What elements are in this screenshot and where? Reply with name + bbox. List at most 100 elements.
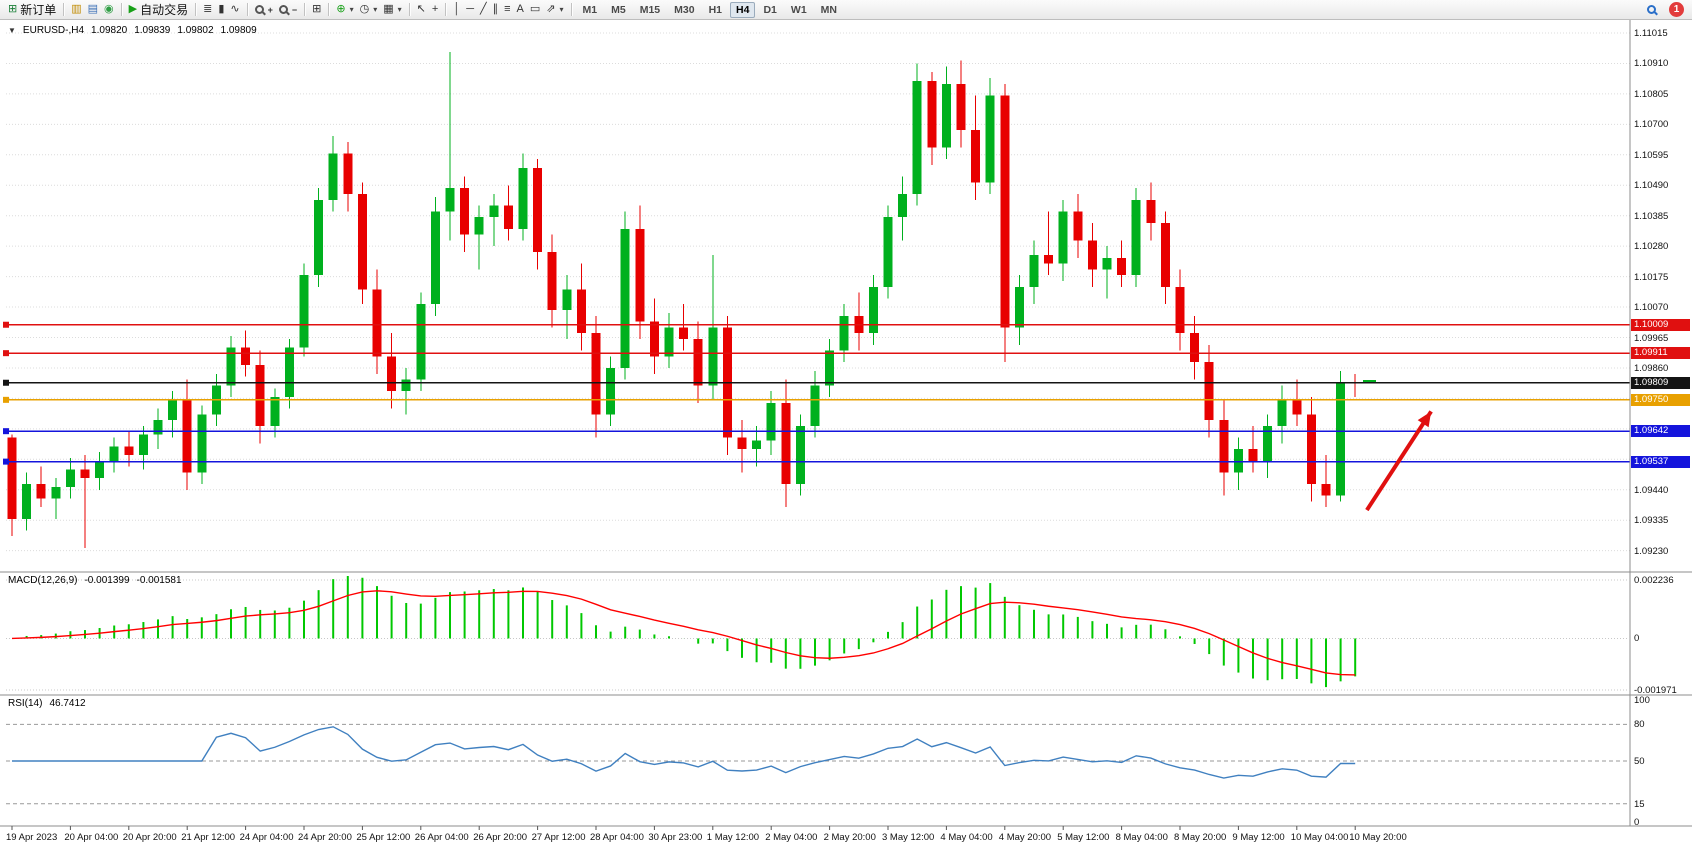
caret-icon: ▾ — [373, 5, 378, 14]
arrows-icon: ⇗ — [546, 3, 556, 15]
new-order-button[interactable]: ⊞ 新订单 — [5, 1, 59, 18]
tf-button-M30[interactable]: M30 — [674, 3, 695, 16]
zoom-sign: − — [291, 4, 298, 15]
arrows-button[interactable]: ⇗ ▾ — [543, 1, 566, 18]
line-chart-button[interactable]: ∿ — [227, 1, 242, 18]
hline-1.09911[interactable] — [3, 350, 1630, 357]
rsi-indicator-name: RSI(14) — [8, 698, 43, 709]
new-order-button-label: 新订单 — [20, 3, 57, 17]
tile-windows-button[interactable]: ⊞ — [309, 1, 324, 18]
toolbar-right: 1 — [1644, 1, 1687, 18]
templates-button[interactable]: ▦ ▾ — [380, 1, 404, 18]
macd-indicator-name: MACD(12,26,9) — [8, 575, 78, 586]
data-window-button[interactable]: ◉ — [101, 1, 117, 18]
chart-low-value: 1.09802 — [177, 25, 214, 36]
indicators-icon: ⊕ — [336, 3, 346, 15]
rsi-pane-label: RSI(14) 46.7412 — [8, 698, 86, 709]
indicators-button[interactable]: ⊕ ▾ — [333, 1, 356, 18]
periods-button[interactable]: ◷ ▾ — [357, 1, 381, 18]
charts-button[interactable]: ▥ — [68, 1, 84, 18]
chart-header: ▼ EURUSD-,H4 1.09820 1.09839 1.09802 1.0… — [8, 25, 257, 36]
horizontal-line-button[interactable]: ─ — [463, 1, 477, 18]
trendline-button[interactable]: ╱ — [477, 1, 490, 18]
templates-icon: ▦ — [383, 3, 394, 15]
toolbar-separator — [195, 3, 197, 16]
zoom-sign: + — [267, 4, 273, 15]
tf-button-W1[interactable]: W1 — [790, 3, 807, 16]
vertical-line-button[interactable]: │ — [450, 1, 463, 18]
crosshair-button[interactable]: + — [429, 1, 441, 18]
zoom-in-icon — [254, 5, 264, 14]
caret-icon: ▾ — [559, 5, 564, 14]
profiles-icon: ▤ — [87, 3, 99, 15]
candlesticks[interactable] — [7, 51, 1360, 548]
toolbar-separator — [328, 3, 330, 16]
tf-button-M5[interactable]: M5 — [611, 3, 626, 16]
chart-high-value: 1.09839 — [134, 25, 171, 36]
cursor-button[interactable]: ↖ — [414, 1, 429, 18]
notification-badge[interactable]: 1 — [1669, 2, 1684, 17]
search-button[interactable] — [1644, 1, 1659, 18]
toolbar-separator — [570, 3, 572, 16]
data-window-icon: ◉ — [104, 3, 114, 15]
label-button[interactable]: ▭ — [527, 1, 543, 18]
toolbar-separator — [246, 3, 248, 16]
chart-symbol-label: EURUSD-,H4 — [22, 25, 85, 36]
caret-icon: ▾ — [349, 5, 354, 14]
macd-pane-label: MACD(12,26,9) -0.001399 -0.001581 — [8, 575, 182, 586]
zoom-out-button[interactable]: − — [276, 1, 300, 18]
hline-1.10009[interactable] — [3, 321, 1630, 328]
hline-1.09537[interactable] — [3, 458, 1630, 465]
horizontal-line-icon: ─ — [466, 3, 474, 15]
time-ticks — [11, 826, 1356, 830]
channel-button[interactable]: ∥ — [490, 1, 502, 18]
vertical-line-icon: │ — [453, 3, 461, 15]
toolbar-separator — [445, 3, 447, 16]
trend-arrow[interactable] — [1365, 410, 1433, 512]
macd-signal-value: -0.001581 — [136, 575, 182, 586]
bar-chart-icon: ≣ — [203, 3, 213, 15]
text-icon: A — [516, 3, 524, 15]
macd-value: -0.001399 — [84, 575, 130, 586]
zoom-out-icon — [278, 5, 288, 14]
tf-button-H1[interactable]: H1 — [708, 3, 723, 16]
profiles-button[interactable]: ▤ — [85, 1, 101, 18]
new-order-icon: ⊞ — [8, 3, 18, 15]
cursor-icon: ↖ — [416, 3, 426, 15]
zoom-in-button[interactable]: + — [252, 1, 276, 18]
macd-signal-line — [11, 590, 1356, 676]
tf-button-D1[interactable]: D1 — [763, 3, 777, 16]
caret-icon: ▾ — [397, 5, 402, 14]
tf-button-M15[interactable]: M15 — [639, 3, 661, 16]
toolbar-separator — [408, 3, 410, 16]
line-chart-icon: ∿ — [230, 3, 240, 15]
fibonacci-icon: ≡ — [504, 3, 511, 15]
tf-button-MN[interactable]: MN — [820, 3, 837, 16]
hline-1.09642[interactable] — [3, 428, 1630, 435]
toolbar-separator — [63, 3, 65, 16]
text-button[interactable]: A — [514, 1, 527, 18]
autotrading-button[interactable]: ▶ 自动交易 — [126, 1, 191, 18]
chart-close-value: 1.09809 — [220, 25, 257, 36]
candlestick-chart-button[interactable]: ▮ — [215, 1, 227, 18]
hline-1.09750[interactable] — [3, 396, 1630, 403]
pane-separators — [0, 20, 1692, 827]
tf-button-M1[interactable]: M1 — [582, 3, 598, 16]
toolbar-separator — [120, 3, 122, 16]
chart-open-value: 1.09820 — [91, 25, 128, 36]
trendline-icon: ╱ — [480, 3, 487, 15]
rsi-grid — [6, 723, 1630, 805]
main-grid — [6, 32, 1630, 552]
macd-grid — [6, 579, 1630, 691]
toolbar-separator — [304, 3, 306, 16]
toolbar: ⊞ 新订单 ▥ ▤ ◉ ▶ 自动交易 ≣ ▮ ∿ + − ⊞ ⊕ ▾ ◷ ▾ ▦ ▾ ↖ + │ ─ ╱ ∥ ≡ A ▭ ⇗ ▾ M1 M5… — [0, 0, 1692, 20]
fibonacci-button[interactable]: ≡ — [501, 1, 513, 18]
hline-1.09809[interactable] — [3, 379, 1630, 386]
tf-button-H4[interactable]: H4 — [730, 1, 756, 18]
one-click-collapse-button[interactable]: ▼ — [8, 26, 16, 35]
channel-icon: ∥ — [492, 3, 499, 15]
bar-chart-button[interactable]: ≣ — [200, 1, 215, 18]
periods-icon: ◷ — [359, 3, 370, 15]
